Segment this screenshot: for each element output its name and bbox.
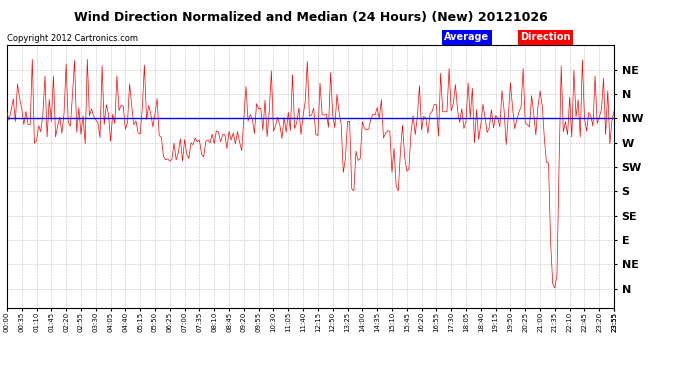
Text: Average: Average bbox=[444, 32, 489, 42]
Text: Copyright 2012 Cartronics.com: Copyright 2012 Cartronics.com bbox=[7, 34, 138, 43]
Text: Direction: Direction bbox=[520, 32, 571, 42]
Text: Wind Direction Normalized and Median (24 Hours) (New) 20121026: Wind Direction Normalized and Median (24… bbox=[74, 11, 547, 24]
